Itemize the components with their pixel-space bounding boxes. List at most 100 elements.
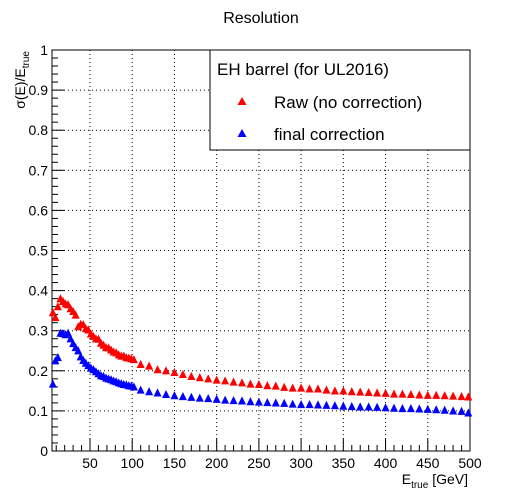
legend-marker-raw (237, 97, 247, 105)
data-point (464, 408, 473, 417)
x-tick-label: 300 (289, 455, 313, 471)
x-axis-label-rest: [GeV] (428, 471, 468, 487)
y-tick-label: 0.4 (29, 283, 49, 299)
legend-label-raw: Raw (no correction) (274, 93, 422, 112)
data-point (51, 312, 60, 322)
data-point (221, 376, 230, 385)
data-point (71, 310, 80, 319)
data-markers (48, 294, 473, 417)
data-point (423, 404, 432, 413)
data-point (390, 389, 398, 398)
data-point (432, 405, 441, 414)
data-point (364, 387, 373, 397)
x-tick-label: 150 (163, 455, 187, 471)
data-point (297, 383, 306, 392)
data-point (229, 395, 238, 405)
data-point (415, 390, 424, 399)
data-point (280, 398, 289, 407)
data-point (415, 404, 424, 413)
data-point (314, 400, 322, 409)
x-axis-label: Etrue [GeV] (402, 471, 468, 491)
data-point (162, 366, 170, 375)
data-point (432, 390, 441, 399)
data-point (449, 391, 458, 400)
x-tick-label: 350 (332, 455, 356, 471)
y-axis-label: σ(E)/Etrue (12, 51, 32, 109)
data-point (449, 406, 458, 415)
legend: EH barrel (for UL2016) Raw (no correctio… (209, 49, 471, 151)
data-point (187, 371, 196, 381)
y-tick-label: 0.9 (29, 82, 49, 98)
x-tick-label: 200 (205, 455, 229, 471)
data-point (263, 381, 272, 390)
data-point (170, 367, 179, 377)
data-point (271, 381, 280, 390)
data-point (398, 389, 407, 398)
y-tick-label: 0.5 (29, 243, 49, 259)
data-point (212, 375, 221, 384)
data-point (440, 391, 449, 400)
legend-header: EH barrel (for UL2016) (217, 60, 389, 79)
data-point (271, 398, 280, 407)
data-point (390, 403, 398, 412)
data-point (178, 369, 187, 379)
x-tick-label: 450 (416, 455, 440, 471)
data-point (229, 377, 238, 386)
data-point (423, 390, 432, 399)
data-point (347, 401, 356, 411)
data-point (246, 397, 255, 406)
data-point (457, 391, 466, 401)
chart-title: Resolution (223, 10, 299, 27)
legend-label-final: final correction (274, 125, 385, 144)
y-tick-label: 1 (40, 42, 48, 58)
x-tick-label: 500 (458, 455, 482, 471)
axis-ticks (52, 49, 471, 452)
series-raw (48, 294, 473, 401)
data-point (288, 399, 297, 408)
data-point (339, 401, 348, 410)
y-tick-label: 0.8 (29, 122, 49, 138)
data-point (373, 402, 382, 411)
data-point (254, 379, 263, 389)
data-point (145, 387, 154, 396)
data-point (314, 384, 322, 393)
data-point (288, 383, 297, 392)
data-point (381, 403, 390, 412)
y-tick-label: 0.6 (29, 202, 49, 218)
x-axis-label-sub: true (411, 480, 429, 491)
x-axis-label-main: E (402, 471, 411, 487)
data-point (406, 403, 415, 413)
data-point (330, 386, 339, 395)
data-point (440, 405, 449, 414)
series-final (48, 328, 473, 417)
data-point (246, 379, 255, 388)
data-point (381, 388, 390, 397)
data-point (129, 355, 138, 364)
data-point (53, 302, 62, 311)
data-point (457, 406, 466, 415)
data-point (238, 396, 246, 405)
data-point (195, 373, 204, 382)
data-point (339, 386, 348, 395)
y-tick-label: 0.2 (29, 363, 49, 379)
data-point (305, 399, 314, 409)
data-point (398, 403, 407, 413)
data-point (364, 402, 373, 411)
data-point (330, 401, 339, 410)
data-point (153, 388, 162, 397)
legend-box (209, 49, 471, 151)
y-tick-label: 0 (40, 443, 48, 459)
data-point (136, 385, 145, 394)
y-tick-label: 0.7 (29, 162, 49, 178)
data-point (322, 400, 331, 409)
data-point (347, 387, 356, 396)
data-point (373, 388, 382, 397)
data-point (178, 391, 187, 401)
x-tick-label: 250 (247, 455, 271, 471)
y-axis-label-main: σ(E)/E (12, 68, 28, 109)
data-point (238, 378, 246, 387)
data-point (464, 392, 473, 401)
data-point (129, 382, 138, 391)
data-point (212, 394, 221, 403)
